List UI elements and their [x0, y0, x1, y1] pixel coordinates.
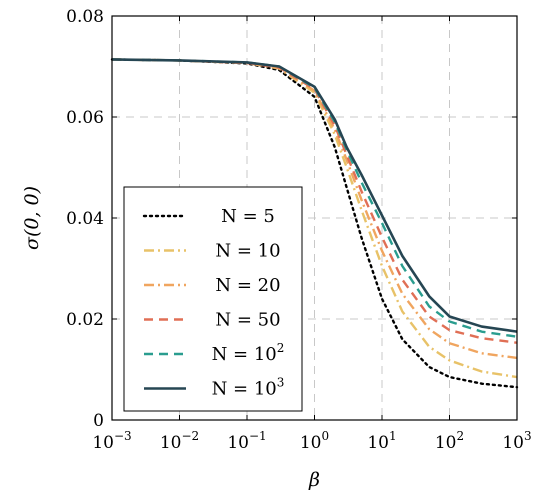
x-tick-label: 10−3: [92, 429, 131, 453]
legend: N = 5 N = 10 N = 20 N = 50 N = 102 N = 103: [123, 186, 303, 412]
x-tick-label: 103: [502, 429, 531, 453]
legend-label: N = 20: [215, 275, 280, 296]
y-tick-labels: 0 0.02 0.04 0.06 0.08: [66, 7, 517, 431]
x-tick-label: 10−1: [227, 429, 266, 453]
x-tick-labels: 10−3 10−2 10−1 100 101 102 103: [92, 16, 532, 453]
x-axis-label: β: [308, 469, 320, 491]
y-tick-label: 0.06: [66, 108, 104, 128]
y-tick-label: 0.04: [66, 209, 104, 229]
legend-label: N = 103: [212, 376, 285, 400]
x-tick-label: 100: [300, 429, 329, 453]
x-tick-label: 101: [367, 429, 396, 453]
y-tick-label: 0: [93, 411, 104, 431]
legend-label: N = 50: [215, 310, 280, 331]
legend-label: N = 10: [215, 241, 280, 262]
series-line-6: [111, 58, 518, 333]
series-layer: [110, 58, 519, 389]
legend-box: [123, 186, 303, 412]
x-tick-label: 10−2: [160, 429, 199, 453]
y-tick-label: 0.02: [66, 310, 104, 330]
y-axis-label: σ(0, 0): [21, 186, 43, 250]
legend-label: N = 102: [212, 341, 285, 365]
y-tick-label: 0.08: [66, 7, 104, 27]
legend-label: N = 5: [221, 206, 275, 227]
x-tick-label: 102: [435, 429, 464, 453]
